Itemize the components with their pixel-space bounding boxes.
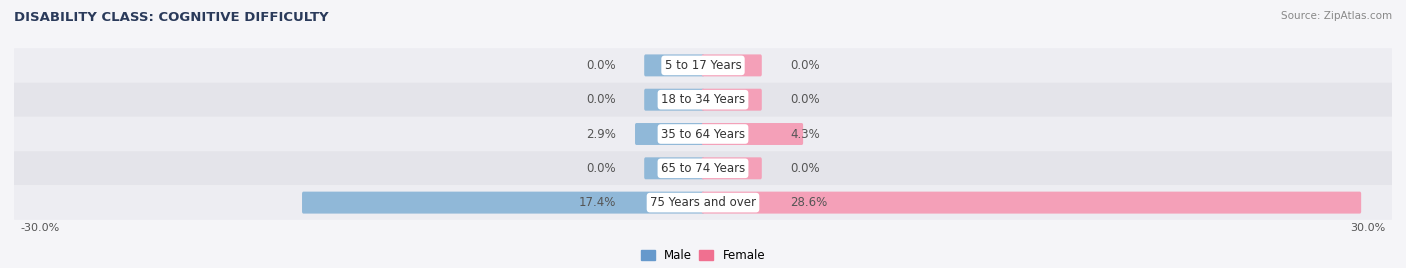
Text: 0.0%: 0.0% xyxy=(586,59,616,72)
FancyBboxPatch shape xyxy=(302,192,704,214)
Text: 0.0%: 0.0% xyxy=(790,93,820,106)
FancyBboxPatch shape xyxy=(644,157,704,179)
Text: 17.4%: 17.4% xyxy=(578,196,616,209)
Text: 75 Years and over: 75 Years and over xyxy=(650,196,756,209)
Text: DISABILITY CLASS: COGNITIVE DIFFICULTY: DISABILITY CLASS: COGNITIVE DIFFICULTY xyxy=(14,11,329,24)
Text: 35 to 64 Years: 35 to 64 Years xyxy=(661,128,745,140)
FancyBboxPatch shape xyxy=(14,48,1392,83)
FancyBboxPatch shape xyxy=(702,123,803,145)
FancyBboxPatch shape xyxy=(636,123,704,145)
Text: 18 to 34 Years: 18 to 34 Years xyxy=(661,93,745,106)
Text: 65 to 74 Years: 65 to 74 Years xyxy=(661,162,745,175)
FancyBboxPatch shape xyxy=(702,54,762,76)
FancyBboxPatch shape xyxy=(702,157,762,179)
FancyBboxPatch shape xyxy=(14,151,1392,185)
Text: Source: ZipAtlas.com: Source: ZipAtlas.com xyxy=(1281,11,1392,21)
FancyBboxPatch shape xyxy=(644,89,704,111)
Text: 30.0%: 30.0% xyxy=(1350,222,1385,233)
Text: 28.6%: 28.6% xyxy=(790,196,828,209)
FancyBboxPatch shape xyxy=(702,192,1361,214)
Text: 0.0%: 0.0% xyxy=(790,59,820,72)
Text: -30.0%: -30.0% xyxy=(21,222,60,233)
FancyBboxPatch shape xyxy=(14,117,1392,151)
Text: 4.3%: 4.3% xyxy=(790,128,820,140)
FancyBboxPatch shape xyxy=(644,54,704,76)
FancyBboxPatch shape xyxy=(702,89,762,111)
Text: 0.0%: 0.0% xyxy=(586,162,616,175)
Text: 5 to 17 Years: 5 to 17 Years xyxy=(665,59,741,72)
FancyBboxPatch shape xyxy=(14,185,1392,220)
Legend: Male, Female: Male, Female xyxy=(641,249,765,262)
Text: 0.0%: 0.0% xyxy=(586,93,616,106)
Text: 0.0%: 0.0% xyxy=(790,162,820,175)
FancyBboxPatch shape xyxy=(14,83,1392,117)
Text: 2.9%: 2.9% xyxy=(586,128,616,140)
